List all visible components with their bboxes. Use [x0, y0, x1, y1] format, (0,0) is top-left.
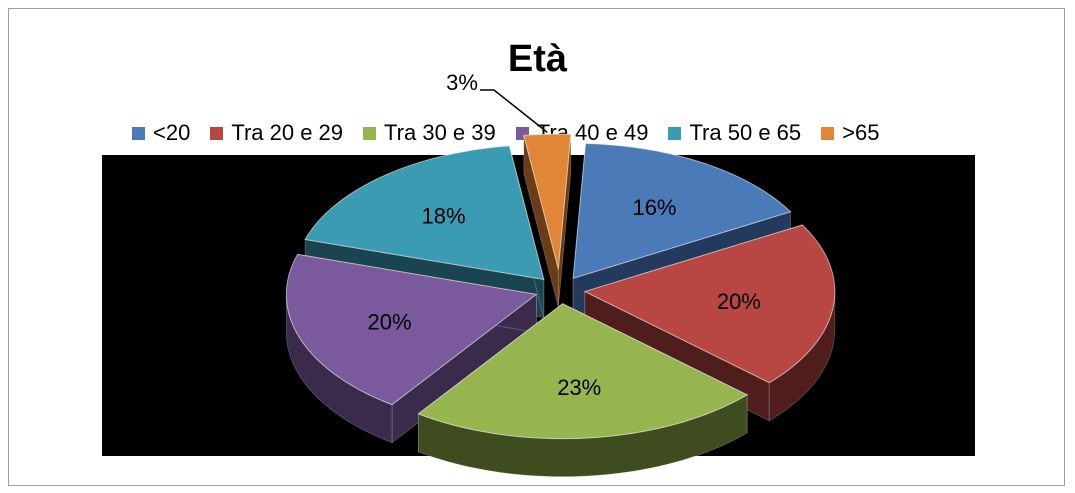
legend-item-under-20: <20	[132, 120, 190, 146]
legend-item-tra-50-e-65: Tra 50 e 65	[668, 120, 801, 146]
legend-swatch	[132, 126, 145, 140]
pie-slice-over-65	[523, 133, 572, 308]
slice-top-face	[572, 142, 792, 279]
slice-top-face	[417, 303, 749, 440]
legend-swatch	[210, 126, 224, 140]
data-label-under-20: 16%	[632, 195, 676, 220]
data-label-over-65: 3%	[446, 70, 478, 95]
chart-title: Età	[507, 38, 568, 80]
data-label-tra-40-e-49: 20%	[368, 309, 412, 334]
slice-top-face	[285, 253, 538, 406]
legend-item-over-65: >65	[821, 120, 879, 146]
legend-swatch	[363, 126, 377, 140]
leader-line	[480, 89, 548, 133]
slice-top-face	[523, 133, 572, 270]
slice-top-face	[583, 224, 836, 384]
pie-slice-tra-40-e-49	[285, 253, 538, 444]
pie-slice-tra-30-e-39	[417, 302, 749, 478]
legend-item-tra-20-e-29: Tra 20 e 29	[210, 120, 343, 146]
data-label-tra-30-e-39: 23%	[557, 375, 601, 400]
slice-top-face	[304, 145, 545, 281]
data-label-tra-50-e-65: 18%	[421, 204, 465, 229]
legend-label: Tra 20 e 29	[231, 120, 344, 145]
legend-swatch	[668, 126, 682, 140]
pie-slices	[285, 133, 836, 478]
legend-label: Tra 30 e 39	[384, 120, 496, 145]
legend-item-tra-30-e-39: Tra 30 e 39	[363, 120, 496, 146]
legend-label: <20	[153, 120, 191, 145]
legend-label: Tra 50 e 65	[689, 120, 802, 145]
legend-label: >65	[842, 120, 880, 145]
data-label-tra-20-e-29: 20%	[717, 289, 761, 314]
legend-swatch	[821, 126, 835, 140]
